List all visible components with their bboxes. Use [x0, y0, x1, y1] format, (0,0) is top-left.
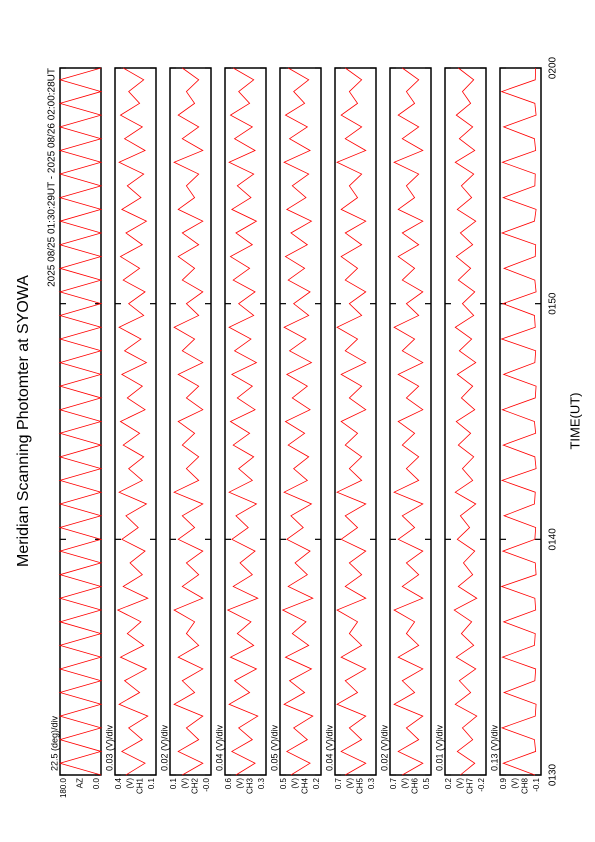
- y-tick-label: 0.2: [444, 777, 453, 789]
- y-tick-label: -0.1: [532, 777, 541, 791]
- y-tick-label: 0.1: [169, 777, 178, 789]
- y-axis-label: CH5: [356, 777, 365, 794]
- y-tick-label: 0.1: [147, 777, 156, 789]
- y-tick-label: -0.2: [477, 777, 486, 791]
- data-line: [500, 67, 537, 776]
- y-tick-label: 180.0: [59, 777, 68, 798]
- scale-label: 0.05 (V)/div: [269, 724, 279, 771]
- panel-frame: [334, 67, 377, 776]
- panel-frame: [389, 67, 432, 776]
- data-line: [336, 67, 367, 776]
- data-line: [58, 67, 103, 776]
- data-line: [393, 67, 424, 776]
- y-unit: (V): [181, 778, 190, 789]
- y-tick-label: 0.3: [367, 777, 376, 789]
- chart-title: Meridian Scanning Photomter at SYOWA: [15, 275, 32, 567]
- y-tick-label: 0.7: [334, 777, 343, 789]
- y-tick-label: 0.6: [224, 777, 233, 789]
- y-unit: (V): [126, 778, 135, 789]
- y-axis-label: CH1: [136, 777, 145, 794]
- panel-frame: [59, 67, 102, 776]
- y-axis-label: AZ: [76, 778, 85, 788]
- y-axis-label: CH8: [521, 777, 530, 794]
- x-tick-label: 0200: [548, 56, 559, 79]
- y-unit: (V): [291, 778, 300, 789]
- y-tick-label: 0.2: [312, 777, 321, 789]
- rotated-frame: Meridian Scanning Photomter at SYOWA 202…: [15, 56, 582, 798]
- time-range: 2025 08/25 01:30:29UT - 2025 08/26 02:00…: [47, 68, 58, 287]
- y-tick-label: 0.3: [257, 777, 266, 789]
- data-line: [116, 67, 149, 776]
- data-line: [226, 67, 259, 776]
- panel-frame: [114, 67, 157, 776]
- scale-label: 0.04 (V)/div: [214, 724, 224, 771]
- y-unit: (V): [511, 778, 520, 789]
- y-unit: (V): [236, 778, 245, 789]
- y-tick-label: 0.5: [279, 777, 288, 789]
- scale-label: 0.02 (V)/div: [379, 724, 389, 771]
- y-tick-label: 0.5: [422, 777, 431, 789]
- y-unit: (V): [401, 778, 410, 789]
- panel-frame: [169, 67, 212, 776]
- y-tick-label: 0.4: [114, 777, 123, 789]
- panel-frame: [279, 67, 322, 776]
- panel-frame: [444, 67, 487, 776]
- y-tick-label: 0.9: [499, 777, 508, 789]
- scale-label: 0.01 (V)/div: [434, 724, 444, 771]
- scale-label: 0.04 (V)/div: [324, 724, 334, 771]
- y-tick-label: 0.0: [92, 777, 101, 789]
- y-axis-label: CH3: [246, 777, 255, 794]
- scale-label: 22.5 (deg)/div: [49, 715, 59, 771]
- scale-label: 0.03 (V)/div: [104, 724, 114, 771]
- y-unit: (V): [346, 778, 355, 789]
- data-line: [173, 67, 204, 776]
- x-tick-label: 0140: [548, 528, 559, 551]
- panel-frame: [499, 67, 542, 776]
- y-axis-label: CH4: [301, 777, 310, 794]
- data-line: [281, 67, 314, 776]
- data-line: [453, 67, 478, 776]
- x-tick-label: 0130: [548, 763, 559, 786]
- y-axis-label: CH2: [191, 777, 200, 794]
- scale-label: 0.02 (V)/div: [159, 724, 169, 771]
- y-axis-label: CH7: [466, 777, 475, 794]
- y-tick-label: 0.7: [389, 777, 398, 789]
- panel-frame: [224, 67, 267, 776]
- x-tick-label: 0150: [548, 292, 559, 315]
- y-tick-label: -0.0: [202, 777, 211, 791]
- y-axis-label: CH6: [411, 777, 420, 794]
- x-axis-label: TIME(UT): [567, 392, 582, 449]
- y-unit: (V): [456, 778, 465, 789]
- scale-label: 0.13 (V)/div: [489, 724, 499, 771]
